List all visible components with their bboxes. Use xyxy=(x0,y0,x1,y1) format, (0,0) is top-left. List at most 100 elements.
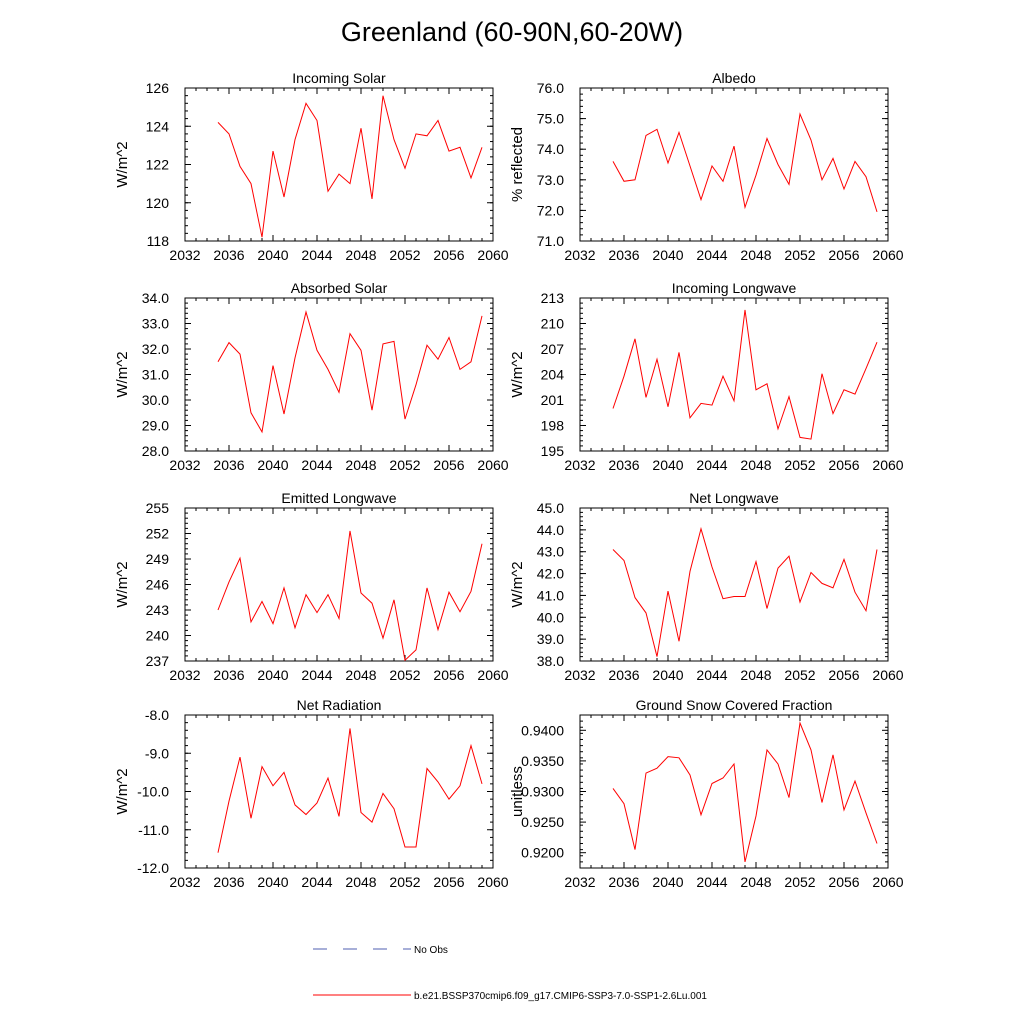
y-tick-label: 33.0 xyxy=(142,316,169,332)
y-tick-label: 76.0 xyxy=(537,80,564,96)
y-tick-label: 243 xyxy=(146,602,170,618)
x-tick-label: 2040 xyxy=(652,247,683,263)
y-axis-label: % reflected xyxy=(509,127,526,202)
y-tick-label: 30.0 xyxy=(142,392,169,408)
x-tick-label: 2056 xyxy=(828,667,859,683)
legend: No Obs b.e21.BSSP370cmip6.f09_g17.CMIP6-… xyxy=(313,945,707,1002)
x-tick-label: 2032 xyxy=(564,247,595,263)
plot-frame xyxy=(579,297,889,452)
x-tick-label: 2032 xyxy=(564,457,595,473)
series-line xyxy=(612,309,878,440)
series-line xyxy=(217,728,483,853)
x-tick-label: 2040 xyxy=(652,457,683,473)
legend-obs-label: No Obs xyxy=(414,945,448,956)
y-tick-label: 124 xyxy=(146,118,170,134)
x-tick-label: 2044 xyxy=(301,247,332,263)
plot-frame xyxy=(579,507,889,662)
x-tick-label: 2036 xyxy=(213,874,244,890)
y-tick-label: 198 xyxy=(541,418,565,434)
x-tick-label: 2048 xyxy=(740,874,771,890)
x-tick-label: 2060 xyxy=(477,247,508,263)
x-tick-label: 2060 xyxy=(872,667,903,683)
x-tick-label: 2052 xyxy=(389,874,420,890)
y-tick-label: 74.0 xyxy=(537,141,564,157)
y-tick-label: 44.0 xyxy=(537,522,564,538)
y-tick-label: 45.0 xyxy=(537,500,564,516)
x-tick-label: 2048 xyxy=(345,874,376,890)
x-tick-label: 2040 xyxy=(257,247,288,263)
y-axis-label: W/m^2 xyxy=(114,768,131,814)
panel-title: Incoming Longwave xyxy=(672,280,797,296)
y-tick-label: 240 xyxy=(146,628,170,644)
y-tick-label: 29.0 xyxy=(142,418,169,434)
y-tick-label: 40.0 xyxy=(537,609,564,625)
x-tick-label: 2036 xyxy=(608,667,639,683)
y-tick-label: 73.0 xyxy=(537,172,564,188)
y-tick-label: 28.0 xyxy=(142,443,169,459)
y-tick-label: 204 xyxy=(541,367,565,383)
x-tick-label: 2040 xyxy=(652,667,683,683)
x-tick-label: 2040 xyxy=(257,667,288,683)
x-tick-label: 2044 xyxy=(696,247,727,263)
plot-frame xyxy=(184,507,494,662)
chart-panel: Absorbed Solar 2032 2036 2040 2044 2048 2052 20… xyxy=(114,280,509,473)
x-tick-label: 2060 xyxy=(477,457,508,473)
x-tick-label: 2056 xyxy=(828,874,859,890)
y-tick-label: 32.0 xyxy=(142,341,169,357)
y-tick-label: 42.0 xyxy=(537,566,564,582)
x-tick-label: 2052 xyxy=(784,667,815,683)
x-tick-label: 2048 xyxy=(345,457,376,473)
x-tick-label: 2044 xyxy=(301,874,332,890)
y-tick-label: 207 xyxy=(541,341,565,357)
x-tick-label: 2032 xyxy=(169,667,200,683)
y-tick-label: 0.9400 xyxy=(521,722,564,738)
x-tick-label: 2036 xyxy=(608,874,639,890)
y-tick-label: -10.0 xyxy=(137,784,169,800)
x-tick-label: 2056 xyxy=(433,457,464,473)
y-tick-label: 237 xyxy=(146,653,170,669)
x-tick-label: 2060 xyxy=(872,247,903,263)
x-tick-label: 2036 xyxy=(213,457,244,473)
y-tick-label: 0.9250 xyxy=(521,814,564,830)
x-tick-label: 2052 xyxy=(389,667,420,683)
x-tick-label: 2036 xyxy=(213,247,244,263)
y-tick-label: -8.0 xyxy=(145,707,169,723)
series-line xyxy=(217,530,483,662)
y-tick-label: -12.0 xyxy=(137,860,169,876)
x-tick-label: 2044 xyxy=(696,874,727,890)
x-tick-label: 2032 xyxy=(564,874,595,890)
y-tick-label: 34.0 xyxy=(142,290,169,306)
legend-model-label: b.e21.BSSP370cmip6.f09_g17.CMIP6-SSP3-7.… xyxy=(414,991,707,1002)
chart-panel: Incoming Solar 2032 2036 2040 2044 2048 2052 20… xyxy=(114,70,509,263)
y-tick-label: 75.0 xyxy=(537,111,564,127)
series-line xyxy=(612,526,878,657)
y-tick-label: 118 xyxy=(147,233,170,249)
y-tick-label: 120 xyxy=(146,195,170,211)
chart-panel: Albedo 2032 2036 2040 2044 2048 2052 2056 2060 71… xyxy=(509,70,904,263)
y-tick-label: 0.9300 xyxy=(521,784,564,800)
x-tick-label: 2052 xyxy=(784,247,815,263)
y-tick-label: 31.0 xyxy=(142,367,169,383)
x-tick-label: 2060 xyxy=(872,874,903,890)
y-tick-label: 39.0 xyxy=(537,631,564,647)
y-tick-label: 38.0 xyxy=(537,653,564,669)
y-tick-label: 246 xyxy=(146,577,170,593)
chart-panels: Incoming Solar 2032 2036 2040 2044 2048 2052 20… xyxy=(114,70,904,890)
y-tick-label: 195 xyxy=(541,443,565,459)
x-tick-label: 2056 xyxy=(828,457,859,473)
y-tick-label: 126 xyxy=(146,80,170,96)
x-tick-label: 2048 xyxy=(740,457,771,473)
panel-title: Incoming Solar xyxy=(292,70,386,86)
x-tick-label: 2040 xyxy=(652,874,683,890)
x-tick-label: 2060 xyxy=(477,874,508,890)
x-tick-label: 2052 xyxy=(784,457,815,473)
series-line xyxy=(217,95,483,238)
x-tick-label: 2036 xyxy=(608,247,639,263)
x-tick-label: 2056 xyxy=(433,667,464,683)
panel-title: Net Radiation xyxy=(297,697,382,713)
y-tick-label: 213 xyxy=(541,290,565,306)
y-tick-label: 0.9200 xyxy=(521,845,564,861)
x-tick-label: 2044 xyxy=(696,457,727,473)
x-tick-label: 2048 xyxy=(740,667,771,683)
